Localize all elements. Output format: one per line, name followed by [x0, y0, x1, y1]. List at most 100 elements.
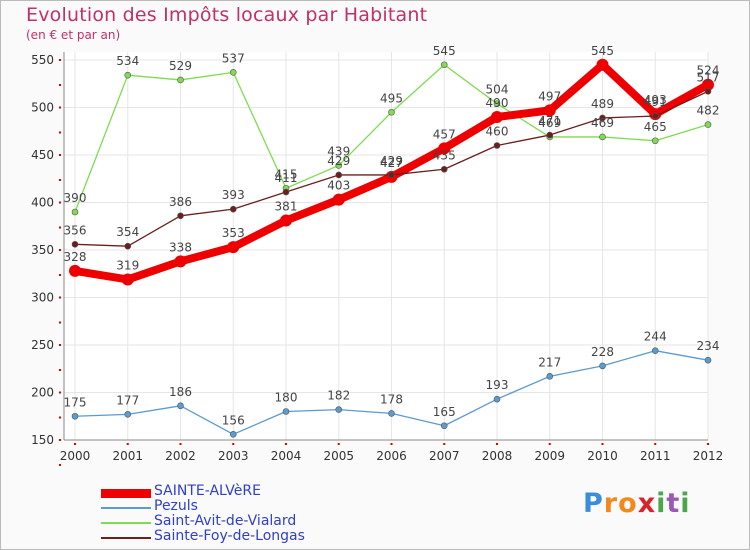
data-point-sainte-foy-de-longas [229, 205, 237, 213]
data-point-sainte-alvere [69, 264, 81, 277]
data-point-sainte-foy-de-longas [599, 114, 606, 122]
x-tick-mark [548, 443, 551, 445]
y-tick-mark [59, 296, 61, 299]
data-label-pezuls: 186 [169, 385, 192, 399]
data-label-saint-avit-de-vialard: 495 [380, 91, 403, 105]
data-point-pezuls [440, 422, 448, 430]
logo-letter: i [680, 488, 691, 519]
x-tick-label: 2000 [60, 449, 91, 463]
data-point-sainte-foy-de-longas [546, 131, 554, 139]
x-tick-label: 2009 [534, 449, 565, 463]
data-label-sainte-alvere: 338 [169, 240, 192, 254]
data-point-sainte-alvere [596, 58, 609, 71]
x-tick-label: 2012 [693, 449, 724, 463]
data-label-saint-avit-de-vialard: 529 [169, 59, 192, 73]
x-tick-mark [601, 443, 604, 445]
legend-label: Pezuls [154, 498, 198, 514]
data-label-sainte-alvere: 381 [275, 200, 298, 214]
data-point-sainte-alvere [280, 214, 292, 227]
y-tick-label: 400 [31, 196, 54, 210]
y-tick-label: 550 [31, 53, 54, 67]
y-tick-mark [59, 106, 61, 109]
legend-swatch [101, 507, 151, 509]
y-tick-label: 350 [31, 243, 54, 257]
x-tick-label: 2005 [323, 449, 354, 463]
x-tick-label: 2008 [482, 449, 513, 463]
data-point-saint-avit-de-vialard [493, 100, 501, 107]
data-point-saint-avit-de-vialard [651, 137, 659, 145]
data-point-pezuls [704, 356, 712, 364]
data-label-sainte-foy-de-longas: 354 [116, 225, 139, 239]
x-tick-mark [74, 443, 76, 445]
data-label-sainte-alvere: 457 [433, 127, 456, 141]
x-tick-label: 2002 [165, 449, 196, 463]
data-label-sainte-foy-de-longas: 411 [275, 171, 298, 185]
chart-subtitle: (en € et par an) [26, 28, 121, 42]
data-label-sainte-foy-de-longas: 471 [538, 114, 561, 128]
data-point-pezuls [282, 408, 290, 415]
legend-label: SAINTE-ALVèRE [154, 483, 261, 499]
data-point-saint-avit-de-vialard [388, 108, 395, 116]
chart-title: Evolution des Impôts locaux par Habitant [26, 4, 428, 26]
data-label-saint-avit-de-vialard: 469 [538, 116, 561, 130]
x-tick-mark [443, 443, 446, 445]
y-tick-label: 300 [31, 291, 54, 305]
data-point-pezuls [124, 411, 132, 418]
data-label-sainte-alvere: 490 [486, 96, 509, 110]
data-point-sainte-foy-de-longas [388, 171, 395, 179]
proxiti-logo: Proxiti [583, 488, 691, 519]
data-label-sainte-foy-de-longas: 386 [169, 195, 192, 209]
y-minor-tick-mark [59, 179, 61, 181]
y-tick-label: 250 [31, 338, 54, 352]
data-label-sainte-foy-de-longas: 429 [380, 154, 403, 168]
data-point-pezuls [229, 430, 237, 438]
y-tick-label: 450 [31, 148, 54, 162]
y-tick-mark [59, 59, 61, 61]
data-point-pezuls [493, 395, 501, 403]
data-label-sainte-foy-de-longas: 356 [64, 223, 87, 237]
data-label-sainte-alvere: 545 [591, 44, 614, 58]
data-point-saint-avit-de-vialard [704, 121, 712, 128]
legend-label: Sainte-Foy-de-Longas [154, 528, 305, 544]
data-label-sainte-alvere: 403 [327, 179, 350, 193]
y-minor-tick-mark [59, 464, 61, 466]
data-point-sainte-foy-de-longas [71, 241, 79, 248]
data-point-saint-avit-de-vialard [599, 133, 606, 141]
x-tick-mark [179, 443, 182, 445]
logo-letter: x [637, 488, 657, 519]
data-label-pezuls: 182 [327, 389, 350, 403]
data-point-sainte-alvere [543, 104, 556, 117]
data-point-sainte-alvere [174, 255, 187, 268]
y-minor-tick-mark [59, 226, 61, 229]
data-label-saint-avit-de-vialard: 439 [327, 144, 350, 158]
data-label-pezuls: 156 [222, 413, 245, 427]
data-point-saint-avit-de-vialard [229, 69, 237, 76]
data-label-saint-avit-de-vialard: 390 [64, 191, 87, 205]
x-tick-mark [707, 443, 709, 445]
x-tick-label: 2001 [112, 449, 143, 463]
data-label-sainte-alvere: 493 [644, 93, 667, 107]
data-label-sainte-foy-de-longas: 429 [327, 154, 350, 168]
data-point-sainte-alvere [121, 273, 134, 286]
x-tick-mark [232, 443, 235, 445]
data-label-sainte-foy-de-longas: 393 [222, 188, 245, 202]
data-label-saint-avit-de-vialard: 469 [591, 116, 614, 130]
data-label-pezuls: 228 [591, 345, 614, 359]
data-point-pezuls [335, 406, 343, 413]
x-tick-mark [390, 443, 393, 445]
logo-letter: i [656, 488, 667, 519]
y-tick-mark [59, 391, 61, 394]
data-label-pezuls: 234 [697, 339, 720, 353]
y-tick-mark [59, 344, 61, 346]
logo-letter: o [618, 488, 638, 519]
data-label-pezuls: 175 [64, 395, 87, 409]
x-tick-label: 2006 [376, 449, 407, 463]
data-point-sainte-foy-de-longas [651, 112, 659, 120]
logo-letter: P [583, 488, 604, 519]
data-label-sainte-foy-de-longas: 491 [644, 95, 667, 109]
data-point-saint-avit-de-vialard [440, 61, 448, 69]
data-label-pezuls: 178 [380, 392, 403, 406]
x-tick-mark [337, 443, 340, 445]
data-point-pezuls [546, 373, 554, 380]
